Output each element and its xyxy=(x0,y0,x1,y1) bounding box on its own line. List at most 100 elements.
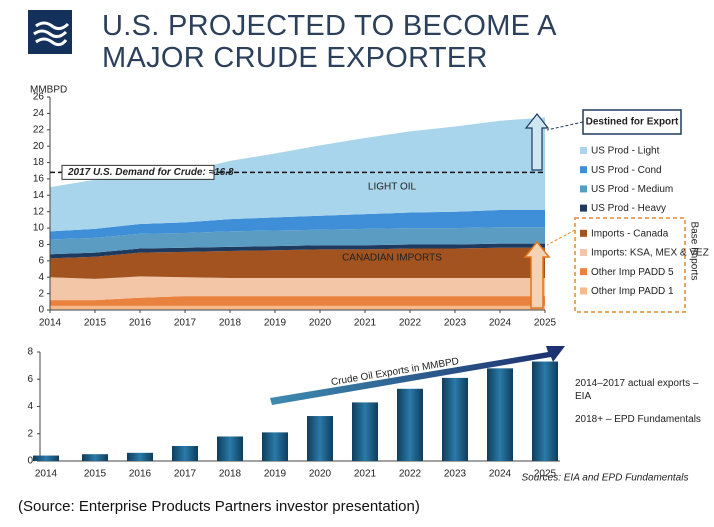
x-tick-label: 2024 xyxy=(489,469,512,480)
x-tick-label: 2024 xyxy=(489,318,512,329)
y-tick-label: 6 xyxy=(38,255,44,266)
x-tick-label: 2015 xyxy=(84,469,107,480)
y-tick-label: 0 xyxy=(27,456,33,467)
bar xyxy=(127,452,153,461)
y-tick-label: 24 xyxy=(33,108,45,119)
legend-swatch xyxy=(580,204,587,212)
legend-swatch xyxy=(580,166,587,174)
notes: 2014–2017 actual exports – EIA 2018+ – E… xyxy=(575,377,710,436)
export-arrow xyxy=(524,113,550,171)
y-tick-label: 8 xyxy=(27,347,33,358)
legend-swatch xyxy=(580,147,587,154)
legend-swatch xyxy=(580,287,587,295)
callout: Destined for Export xyxy=(586,117,679,128)
bar xyxy=(217,436,243,461)
legend-swatch xyxy=(580,229,587,237)
x-tick-label: 2018 xyxy=(219,318,242,329)
area xyxy=(50,305,545,310)
x-tick-label: 2018 xyxy=(219,469,242,480)
note: 2014–2017 actual exports – EIA xyxy=(575,378,699,402)
x-tick-label: 2016 xyxy=(129,469,152,480)
y-tick-label: 12 xyxy=(33,206,45,217)
legend-swatch xyxy=(580,268,587,276)
y-tick-label: 4 xyxy=(27,401,33,412)
bar xyxy=(532,361,558,461)
y-tick-label: 14 xyxy=(33,190,45,201)
bar xyxy=(352,402,378,461)
x-tick-label: 2023 xyxy=(444,469,467,480)
callout: Base Imports xyxy=(688,222,699,281)
legend-label: Other Imp PADD 5 xyxy=(591,267,674,278)
reference-label: 2017 U.S. Demand for Crude: ≈16.8 xyxy=(67,167,234,178)
bar xyxy=(397,388,423,461)
x-tick-label: 2020 xyxy=(309,318,332,329)
area xyxy=(50,227,545,255)
bar xyxy=(442,377,468,461)
legend-label: US Prod - Light xyxy=(591,146,660,157)
x-tick-label: 2017 xyxy=(174,469,197,480)
x-tick-label: 2022 xyxy=(399,318,422,329)
base-imports-arrow xyxy=(523,240,551,309)
area xyxy=(50,247,545,279)
x-tick-label: 2019 xyxy=(264,469,287,480)
y-axis-label: MMBPD xyxy=(30,85,67,96)
y-tick-label: 0 xyxy=(38,305,44,316)
annotation: LIGHT OIL xyxy=(368,182,417,193)
source-note: Sources: EIA and EPD Fundamentals xyxy=(522,473,689,484)
y-tick-label: 6 xyxy=(27,374,33,385)
y-tick-label: 22 xyxy=(33,124,45,135)
legend-label: Other Imp PADD 1 xyxy=(591,286,674,297)
x-tick-label: 2016 xyxy=(129,318,152,329)
x-tick-label: 2015 xyxy=(84,318,107,329)
y-tick-label: 18 xyxy=(33,157,45,168)
x-tick-label: 2025 xyxy=(534,318,557,329)
export-box xyxy=(582,109,682,135)
reference-label-box xyxy=(61,164,215,180)
legend-swatch xyxy=(580,185,587,193)
y-tick-label: 4 xyxy=(38,272,44,283)
bar xyxy=(262,432,288,461)
connector xyxy=(546,121,584,131)
bar xyxy=(487,368,513,461)
footer: (Source: Enterprise Products Partners in… xyxy=(18,498,420,515)
legend-label: Imports: KSA, MEX & VEZ xyxy=(591,248,709,259)
y-tick-label: 20 xyxy=(33,141,45,152)
y-tick-label: 2 xyxy=(27,428,33,439)
legend-label: Imports - Canada xyxy=(591,228,669,239)
x-tick-label: 2021 xyxy=(354,318,377,329)
legend-label: US Prod - Heavy xyxy=(591,203,666,214)
annotation: CANADIAN IMPORTS xyxy=(342,253,442,264)
connector xyxy=(546,229,576,246)
x-tick-label: 2014 xyxy=(35,469,58,480)
logo xyxy=(28,10,72,54)
area xyxy=(50,276,545,301)
base-imports-box xyxy=(574,217,686,313)
x-tick-label: 2021 xyxy=(354,469,377,480)
bar xyxy=(172,446,198,461)
legend-swatch xyxy=(580,249,587,256)
legend-label: US Prod - Cond xyxy=(591,165,662,176)
x-tick-label: 2025 xyxy=(534,469,557,480)
exports-arrow xyxy=(270,346,565,405)
legend-label: US Prod - Medium xyxy=(591,184,673,195)
area xyxy=(50,296,545,306)
area xyxy=(50,210,545,240)
y-tick-label: 26 xyxy=(33,92,45,103)
area xyxy=(50,117,545,232)
x-tick-label: 2022 xyxy=(399,469,422,480)
slide-title: U.S. PROJECTED TO BECOME A MAJOR CRUDE E… xyxy=(102,10,556,74)
x-tick-label: 2019 xyxy=(264,318,287,329)
bar xyxy=(307,416,333,461)
x-tick-label: 2023 xyxy=(444,318,467,329)
y-tick-label: 8 xyxy=(38,239,44,250)
x-tick-label: 2014 xyxy=(39,318,62,329)
y-tick-label: 16 xyxy=(33,174,45,185)
y-tick-label: 10 xyxy=(33,223,45,234)
note: 2018+ – EPD Fundamentals xyxy=(575,414,701,425)
bar xyxy=(82,454,108,461)
bar xyxy=(33,455,59,461)
x-tick-label: 2020 xyxy=(309,469,332,480)
x-tick-label: 2017 xyxy=(174,318,197,329)
